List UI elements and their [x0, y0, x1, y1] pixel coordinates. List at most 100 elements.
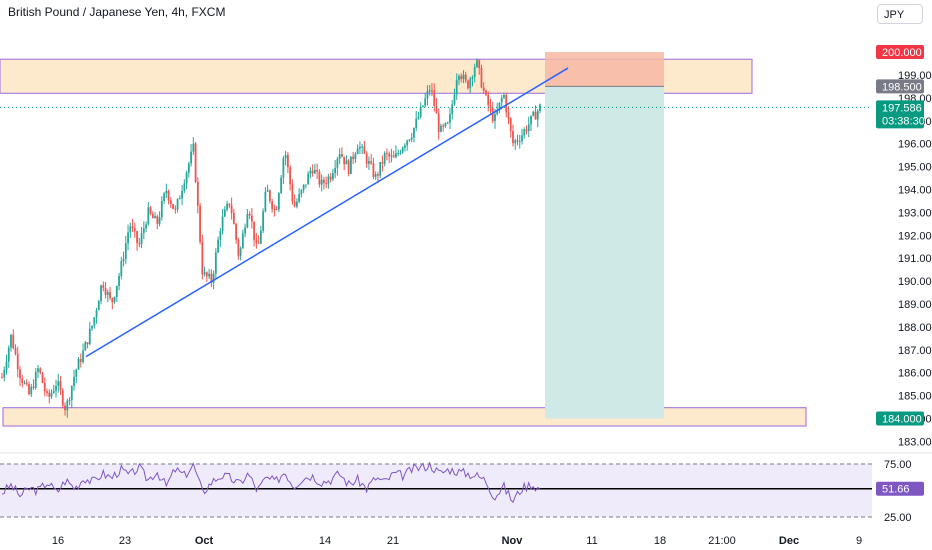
time-tick-label: Nov — [502, 535, 524, 547]
candle-body — [113, 296, 116, 303]
candle-body — [32, 386, 35, 388]
time-tick-label: 23 — [119, 535, 131, 547]
candle-body — [149, 207, 152, 214]
time-tick-label: 21:00 — [708, 535, 736, 547]
last-price-text: 197.586 — [882, 102, 922, 114]
candles-layer — [0, 58, 872, 418]
target-price-tag[interactable]: 184.000 — [876, 411, 924, 426]
candle-body — [280, 177, 283, 194]
candle-body — [59, 381, 62, 391]
candle-body — [43, 382, 46, 392]
candle-body — [181, 190, 183, 199]
candle-body — [424, 98, 427, 106]
stop-loss-zone[interactable] — [545, 52, 664, 87]
candle-body — [343, 156, 346, 165]
candle-body — [347, 160, 350, 174]
candle-body — [361, 146, 364, 148]
candle-body — [25, 382, 28, 385]
candle-body — [374, 174, 377, 177]
candle-body — [30, 386, 33, 395]
candle-body — [10, 334, 12, 348]
candle-body — [50, 392, 53, 397]
candle-body — [415, 118, 418, 129]
candle-body — [28, 384, 30, 395]
candle-body — [386, 152, 388, 154]
support-zone[interactable] — [2, 407, 807, 427]
candle-body — [7, 347, 10, 362]
candle-body — [446, 122, 449, 124]
candle-body — [104, 288, 107, 295]
candle-body — [503, 95, 505, 98]
candle-body — [390, 155, 393, 157]
candle-body — [250, 215, 253, 222]
candle-body — [138, 243, 141, 245]
candle-body — [494, 114, 496, 122]
candle-body — [235, 224, 238, 240]
candle-body — [469, 78, 472, 89]
candle-body — [408, 139, 411, 141]
candle-body — [244, 227, 247, 234]
candle-body — [334, 167, 337, 174]
candle-body — [480, 68, 483, 88]
candle-body — [39, 368, 42, 373]
candle-body — [505, 95, 508, 113]
zones-layer — [0, 58, 807, 427]
entry-price-tag[interactable]: 198.500 — [876, 79, 924, 94]
countdown-text: 03:38:30 — [882, 115, 925, 127]
price-tick-label: 191.000 — [898, 253, 932, 265]
candle-body — [433, 90, 436, 106]
candle-body — [88, 328, 91, 345]
candle-body — [187, 163, 190, 173]
candle-body — [523, 129, 526, 136]
candle-body — [79, 359, 82, 362]
candle-body — [406, 140, 409, 146]
candle-body — [192, 143, 195, 152]
candle-body — [93, 317, 96, 326]
time-tick-label: 18 — [654, 535, 666, 547]
candle-body — [455, 79, 458, 95]
candle-body — [307, 173, 310, 185]
rsi-value-tag[interactable]: 51.66 — [876, 481, 924, 496]
candle-body — [124, 243, 127, 259]
ascending-trendline[interactable] — [85, 67, 569, 358]
candle-body — [196, 181, 199, 206]
trendline-layer[interactable] — [85, 67, 569, 358]
candle-body — [3, 369, 6, 378]
candle-body — [352, 156, 355, 160]
candle-body — [46, 391, 48, 393]
price-axis[interactable]: 183.000 184.000 185.000 186.000 187.000 188.0… — [876, 45, 932, 524]
candle-body — [401, 147, 404, 153]
candle-body — [264, 191, 267, 212]
candle-body — [372, 163, 375, 177]
candle-body — [219, 231, 222, 240]
candle-body — [318, 171, 321, 185]
candle-body — [165, 190, 168, 194]
candle-body — [167, 190, 170, 201]
candle-body — [359, 146, 361, 149]
candle-body — [154, 216, 156, 219]
time-axis[interactable]: 16 23 Oct 14 21 Nov 11 18 21:00 Dec 9 — [52, 535, 862, 547]
candle-body — [368, 161, 370, 164]
candle-body — [302, 184, 305, 190]
stop-price-tag[interactable]: 200.000 — [876, 45, 924, 60]
candle-body — [397, 152, 400, 154]
price-tick-label: 196.000 — [898, 139, 932, 151]
candle-body — [325, 183, 328, 185]
take-profit-zone[interactable] — [545, 86, 664, 419]
candle-body — [259, 230, 262, 244]
candle-body — [311, 170, 314, 174]
candle-body — [518, 141, 521, 143]
candle-body — [419, 106, 422, 117]
candle-body — [194, 143, 197, 182]
candle-body — [199, 205, 201, 242]
candle-body — [530, 115, 532, 125]
candle-body — [431, 90, 433, 92]
candle-body — [476, 60, 478, 67]
currency-button[interactable]: JPY — [877, 4, 923, 24]
candle-body — [293, 201, 296, 207]
candle-body — [536, 110, 539, 120]
candle-body — [48, 392, 51, 397]
candle-body — [322, 179, 325, 184]
